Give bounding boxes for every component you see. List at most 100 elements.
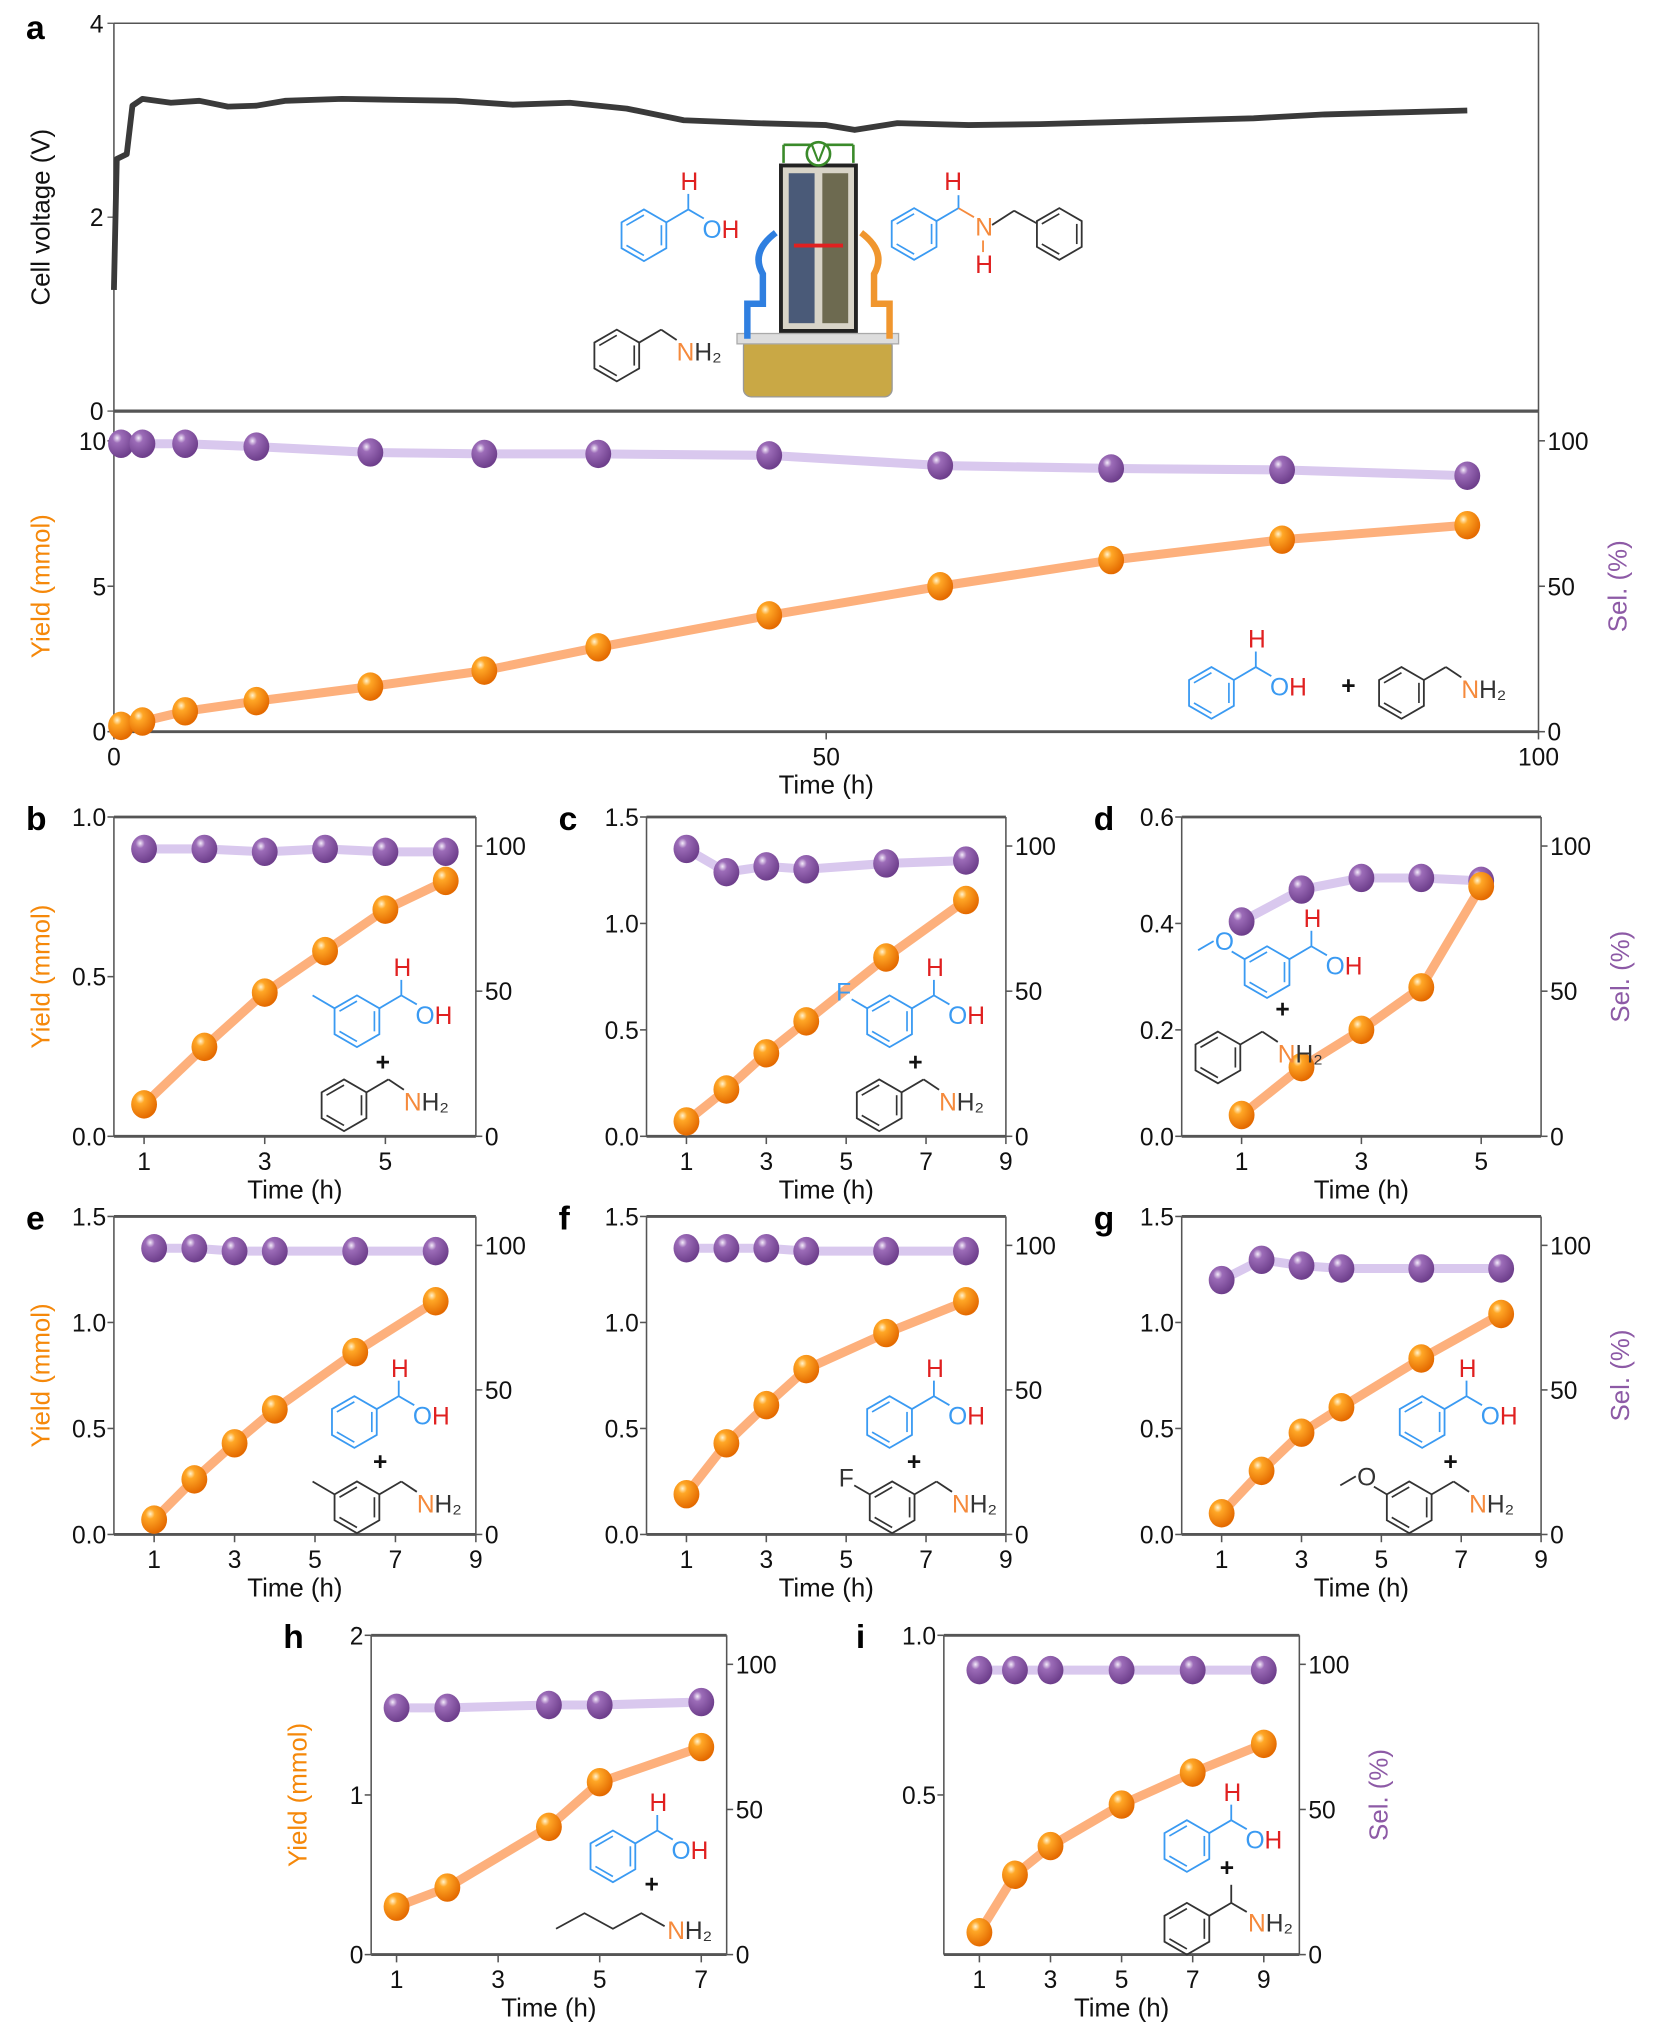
selectivity-point bbox=[181, 1234, 208, 1263]
alcohol-h-label: H bbox=[1304, 906, 1322, 933]
selectivity-point bbox=[953, 846, 979, 875]
plus-sign: + bbox=[1341, 673, 1355, 700]
selectivity-point bbox=[1250, 1655, 1277, 1685]
selectivity-point bbox=[1037, 1655, 1064, 1685]
double-bond bbox=[1168, 1855, 1188, 1867]
amine-n: N bbox=[939, 1089, 957, 1116]
plus-sign: + bbox=[907, 1449, 921, 1476]
yield-point bbox=[927, 572, 954, 601]
x-tick-label: 7 bbox=[1454, 1547, 1468, 1574]
hydroxyl-o: O bbox=[1245, 1828, 1264, 1855]
selectivity-point bbox=[129, 429, 156, 458]
product-h-top-label: H bbox=[944, 169, 962, 196]
y2-tick-label: 50 bbox=[485, 979, 512, 1006]
double-bond bbox=[871, 1431, 890, 1443]
selectivity-point bbox=[756, 441, 783, 470]
plus-sign: + bbox=[908, 1049, 922, 1076]
amine-h2: H₂ bbox=[685, 1918, 712, 1945]
x-axis-label: Time (h) bbox=[247, 1176, 342, 1204]
yield-point bbox=[873, 943, 900, 972]
x-axis-label: Time (h) bbox=[779, 772, 874, 800]
voltmeter-icon bbox=[805, 140, 832, 167]
selectivity-point bbox=[191, 834, 218, 864]
selectivity-point bbox=[873, 1236, 900, 1266]
selectivity-point bbox=[372, 837, 399, 867]
hydroxyl-label: OH bbox=[671, 1838, 708, 1865]
x-tick-label: 5 bbox=[839, 1547, 853, 1574]
double-bond bbox=[871, 1030, 890, 1043]
panel-b: 1 3 5 0.0 0.5 1.0 0 50 100 Time (h) Yield (mmol) HO… bbox=[26, 801, 526, 1204]
alcohol-h-label: H bbox=[681, 169, 699, 196]
amine-n: N bbox=[404, 1089, 422, 1116]
bond bbox=[936, 207, 959, 222]
amine-label: NH₂ bbox=[952, 1491, 997, 1518]
benzene-ring bbox=[866, 1395, 913, 1449]
bond bbox=[853, 1484, 871, 1496]
yield-point bbox=[372, 895, 399, 924]
panel-a-voltage: 0 2 4 Cell voltage (V) a bbox=[26, 10, 1540, 426]
x-tick-label: 7 bbox=[694, 1967, 708, 1994]
y2-tick-label: 100 bbox=[485, 834, 526, 861]
x-tick-label: 100 bbox=[1518, 744, 1559, 771]
yield-point bbox=[953, 885, 979, 915]
y2-tick-label: 100 bbox=[1550, 834, 1591, 861]
hydroxyl-o: O bbox=[1270, 674, 1289, 701]
yield-point bbox=[1468, 871, 1495, 901]
selectivity-point bbox=[131, 834, 158, 864]
alcohol-h-label: H bbox=[1248, 627, 1266, 654]
bond bbox=[1261, 1030, 1279, 1043]
x-tick-label: 1 bbox=[973, 1967, 987, 1994]
panel-label-i: i bbox=[856, 1619, 865, 1656]
yield-point bbox=[1108, 1790, 1135, 1819]
yield-point bbox=[434, 1873, 461, 1902]
bond bbox=[1288, 945, 1312, 960]
amine-n: N bbox=[952, 1491, 970, 1518]
y2-axis-label: Sel. (%) bbox=[1365, 1749, 1393, 1841]
fluoro-label: F bbox=[836, 980, 851, 1007]
yield-line bbox=[975, 1739, 1266, 1935]
yield-point bbox=[1228, 1100, 1255, 1130]
amine-n: N bbox=[417, 1491, 435, 1518]
x-tick-label: 1 bbox=[147, 1547, 161, 1574]
x-tick-label: 5 bbox=[308, 1547, 322, 1574]
hydroxyl-o: O bbox=[416, 1003, 435, 1030]
y2-tick-label: 100 bbox=[1015, 1233, 1056, 1260]
yield-point bbox=[966, 1918, 993, 1947]
amine-h2: H₂ bbox=[694, 340, 721, 367]
bond bbox=[1239, 1030, 1263, 1046]
yield-point bbox=[873, 1318, 900, 1348]
amine-label: NH₂ bbox=[417, 1491, 462, 1518]
bond bbox=[665, 208, 689, 224]
product-h-bottom-label: H bbox=[975, 252, 993, 279]
yield-point bbox=[172, 697, 199, 726]
alcohol-h-label: H bbox=[1459, 1356, 1477, 1383]
x-tick-label: 5 bbox=[1115, 1967, 1129, 1994]
selectivity-point bbox=[713, 857, 740, 887]
bond bbox=[378, 994, 402, 1010]
double-bond bbox=[1249, 951, 1268, 963]
bond bbox=[1466, 1395, 1483, 1406]
amine-n: N bbox=[1278, 1042, 1296, 1069]
amine-h2: H₂ bbox=[970, 1491, 997, 1518]
double-bond bbox=[1193, 702, 1212, 714]
bond bbox=[933, 1395, 950, 1406]
butyl-chain bbox=[555, 1912, 666, 1930]
yield-point bbox=[953, 1287, 979, 1316]
anode-electrode bbox=[788, 173, 815, 324]
selectivity-point bbox=[673, 1234, 700, 1263]
double-bond bbox=[896, 213, 915, 225]
y2-tick-label: 50 bbox=[736, 1798, 763, 1825]
x-tick-label: 1 bbox=[390, 1967, 404, 1994]
panel-g: 1 3 5 7 9 0.0 0.5 1.0 1.5 0 50 100 Time (h) Sel. (%) H… bbox=[1094, 1200, 1635, 1602]
y-tick-label: 1.5 bbox=[72, 1205, 106, 1232]
y-tick-label: 1.0 bbox=[72, 805, 106, 832]
amine-h2: H₂ bbox=[1266, 1910, 1293, 1937]
double-bond bbox=[626, 244, 645, 257]
benzene-ring bbox=[1188, 666, 1235, 720]
selectivity-point bbox=[586, 1690, 613, 1720]
hydroxyl-label: OH bbox=[413, 1404, 450, 1431]
selectivity-point bbox=[966, 1655, 993, 1685]
y-tick-label: 0.5 bbox=[605, 1417, 639, 1444]
